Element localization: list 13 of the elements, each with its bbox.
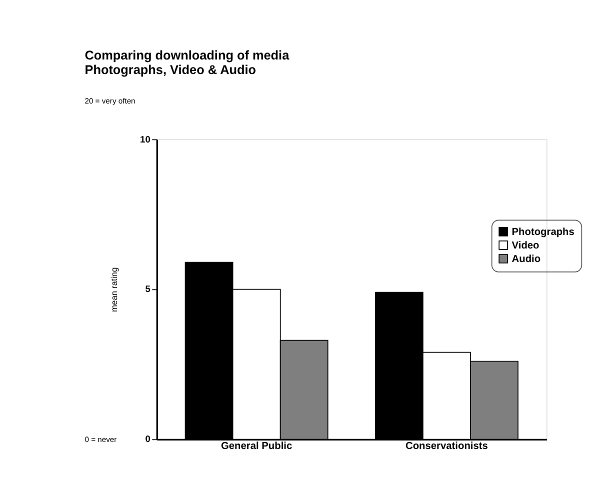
y-tick-label: 5 (145, 284, 150, 294)
text: Comparing downloading of media (84, 48, 290, 63)
legend-label: Video (512, 240, 540, 252)
x-tick-label: Conservationists (406, 440, 488, 452)
y-tick-label: 0 (145, 434, 150, 444)
text: Photographs, Video & Audio (84, 63, 256, 78)
legend-label: Photographs (512, 227, 575, 238)
x-tick-label: General Public (221, 440, 292, 452)
text: 0 = never (84, 434, 118, 444)
text: 20 = very often (84, 96, 136, 106)
y-tick-label: 10 (140, 134, 150, 144)
legend-label: Audio (512, 254, 541, 266)
y-axis-title: mean rating (109, 267, 120, 312)
